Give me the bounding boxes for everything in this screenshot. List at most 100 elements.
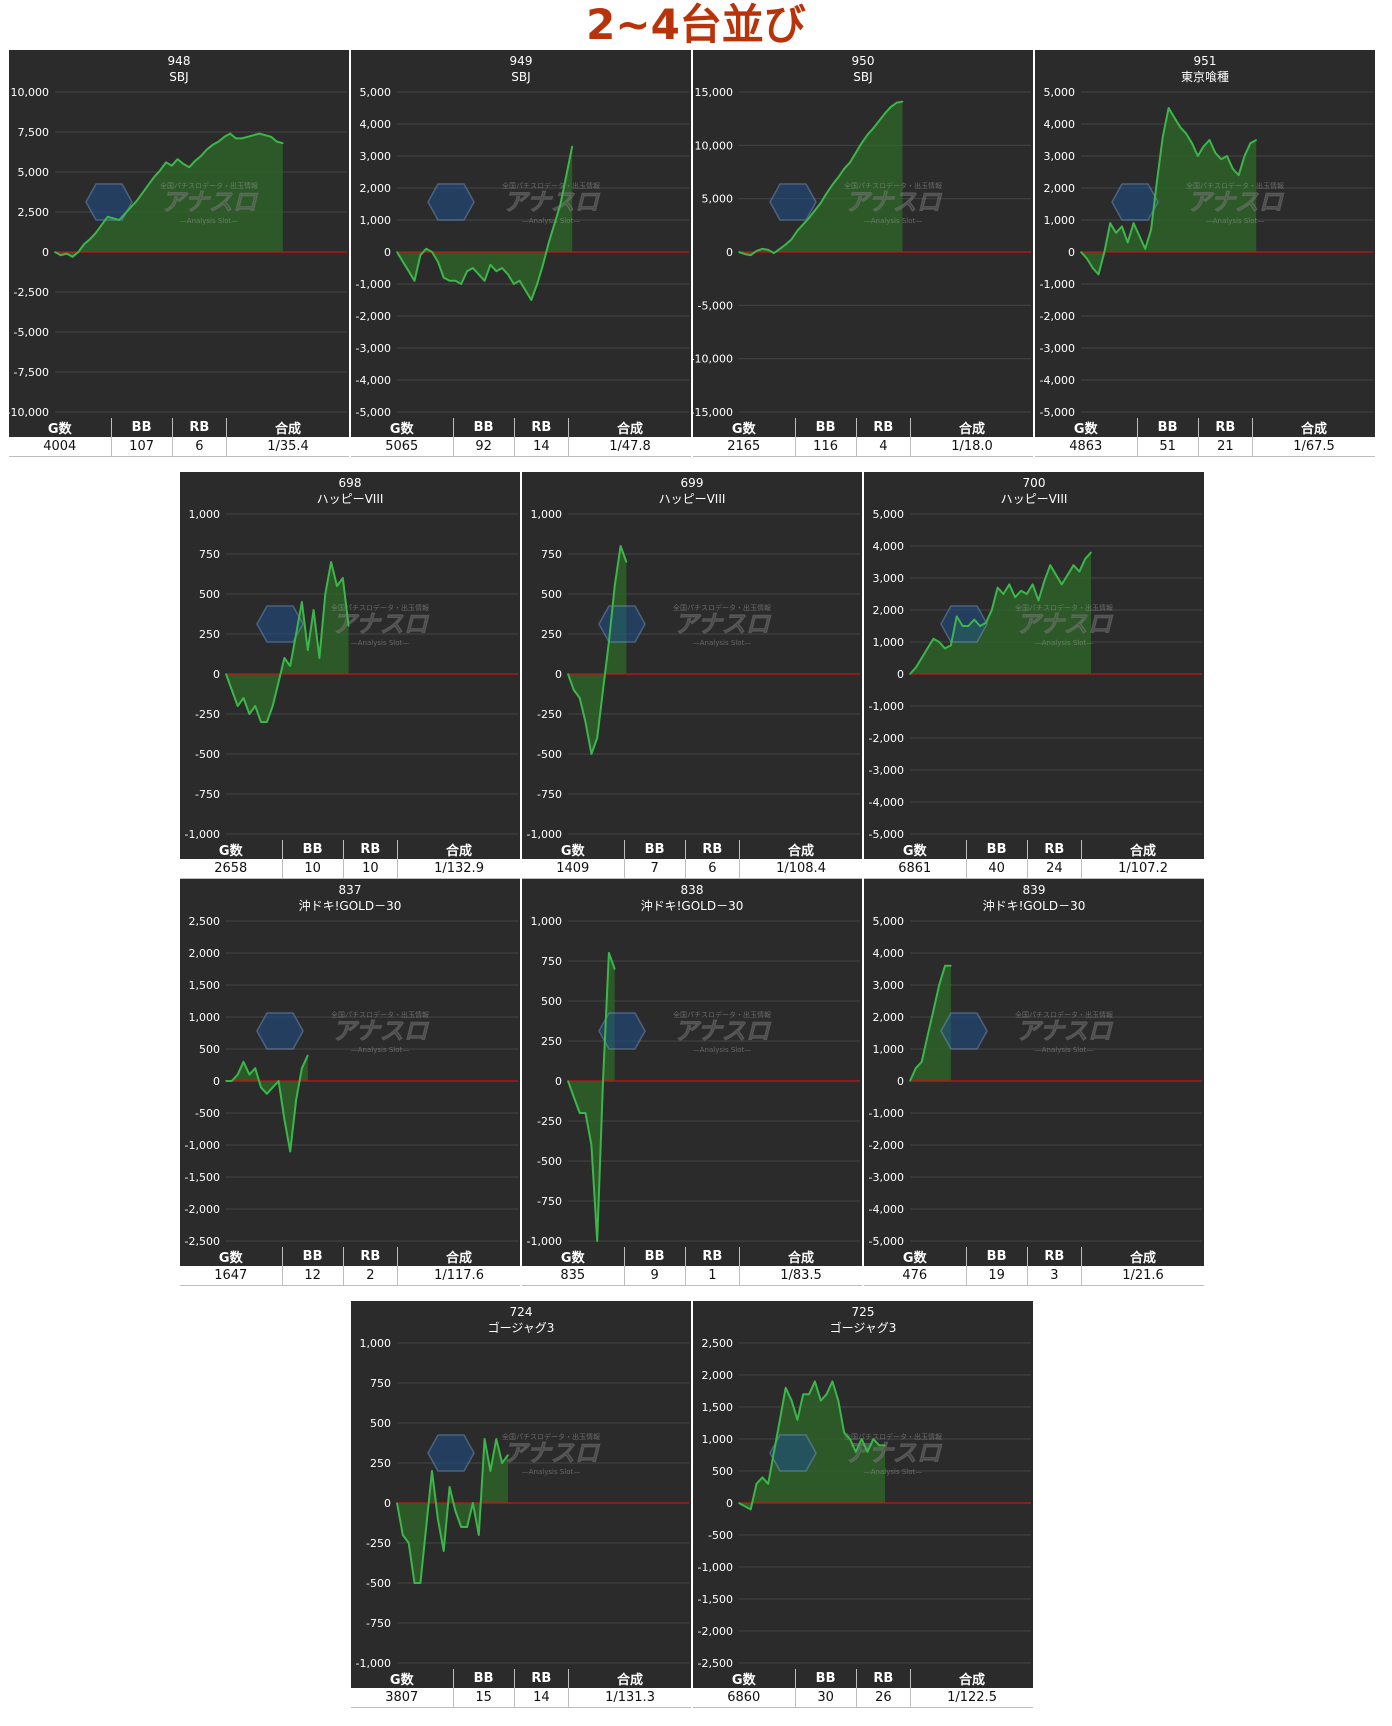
watermark-subtext: —Analysis Slot—	[1035, 1046, 1093, 1054]
chart-svg: 5,000 4,000 3,000 2,000 1,000 0 -1,000 -2,000 -3…	[351, 50, 691, 418]
data-point	[124, 212, 126, 215]
data-point	[909, 1080, 911, 1082]
y-tick-label: 5,000	[873, 508, 905, 521]
watermark-logo-icon	[1111, 183, 1159, 221]
y-tick-label: -4,000	[1040, 374, 1075, 387]
rb-value: 6	[171, 437, 227, 457]
data-point	[584, 721, 587, 723]
data-point	[460, 1526, 462, 1528]
combined-header: 合成	[1081, 1247, 1204, 1266]
series-line	[396, 1438, 509, 1584]
data-point	[944, 965, 946, 967]
y-tick-label: -2,000	[185, 1203, 220, 1216]
data-point	[1249, 142, 1252, 144]
y-tick-label: 10,000	[695, 139, 734, 152]
data-point	[270, 136, 272, 138]
data-point	[1109, 222, 1111, 224]
chart-svg: 1,000 750 500 250 0 -250 -500 -750 -1,000 699 ハッピー…	[522, 472, 862, 840]
watermark-subtext: —Analysis Slot—	[1035, 639, 1093, 647]
bb-value: 12	[281, 1266, 344, 1286]
data-point	[613, 968, 616, 970]
watermark-logo-icon	[940, 1012, 988, 1050]
data-point	[402, 1534, 404, 1536]
data-point	[991, 609, 993, 611]
rb-value: 3	[1026, 1266, 1082, 1286]
machine-number: 724	[510, 1305, 533, 1319]
watermark-tagline: 全国パチスロデータ・出玉情報	[331, 1010, 429, 1019]
data-point	[530, 299, 533, 301]
watermark: アナスロ—Analysis Slot— 全国パチスロデータ・出玉情報	[256, 1010, 430, 1054]
data-point	[1115, 232, 1117, 234]
y-tick-label: 1,500	[189, 979, 221, 992]
rb-header: RB	[855, 418, 911, 437]
stats-value-row: 1409 7 6 1/108.4	[522, 859, 862, 879]
data-point	[784, 1387, 787, 1389]
data-point	[295, 1099, 297, 1101]
data-point	[849, 161, 851, 164]
stats-value-row: 5065 92 14 1/47.8	[351, 437, 691, 457]
watermark-subtext: —Analysis Slot—	[693, 639, 751, 647]
y-tick-label: -15,000	[693, 406, 733, 418]
games-value: 4863	[1035, 437, 1137, 457]
y-tick-label: 250	[199, 628, 220, 641]
watermark-subtext: —Analysis Slot—	[1206, 217, 1264, 225]
data-point	[779, 248, 781, 250]
y-tick-label: -3,000	[1040, 342, 1075, 355]
data-point	[277, 681, 280, 683]
data-point	[260, 721, 262, 723]
data-point	[95, 232, 97, 234]
machine-model: 沖ドキ!GOLD－30	[299, 899, 402, 913]
y-tick-label: -250	[537, 1115, 562, 1128]
page-title: 2~4台並び	[586, 0, 806, 49]
data-point	[744, 253, 746, 255]
area-fill	[910, 552, 1091, 674]
data-point	[613, 585, 616, 587]
y-tick-label: -500	[366, 1577, 391, 1590]
data-point	[761, 248, 764, 250]
series-line	[909, 551, 1092, 675]
y-tick-label: 2,000	[189, 947, 221, 960]
machine-model: ゴージャグ3	[830, 1320, 897, 1335]
chart-svg: 5,000 4,000 3,000 2,000 1,000 0 -1,000 -2,000 -3…	[864, 879, 1204, 1247]
stats-header-row: G数 BB RB 合成	[9, 418, 349, 437]
machine-number: 725	[852, 1305, 875, 1319]
data-point	[495, 1438, 498, 1440]
rb-header: RB	[513, 1669, 569, 1688]
data-point	[825, 1393, 828, 1395]
stats-value-row: 835 9 1 1/83.5	[522, 1266, 862, 1286]
watermark: アナスロ—Analysis Slot— 全国パチスロデータ・出玉情報	[1111, 181, 1285, 225]
combined-header: 合成	[910, 418, 1033, 437]
data-point	[248, 713, 251, 715]
y-tick-label: 2,000	[702, 1369, 734, 1382]
y-tick-label: -500	[195, 1107, 220, 1120]
data-point	[866, 133, 869, 136]
rb-header: RB	[855, 1669, 911, 1688]
data-point	[820, 1399, 822, 1402]
chart-panel-725: 2,500 2,000 1,500 1,000 500 0 -500 -1,000 -1,500…	[693, 1301, 1033, 1710]
data-point	[225, 673, 227, 675]
y-tick-label: -3,000	[356, 342, 391, 355]
bb-header: BB	[623, 840, 686, 859]
bb-header: BB	[110, 418, 173, 437]
bb-value: 19	[965, 1266, 1028, 1286]
data-point	[831, 1380, 834, 1383]
data-point	[1031, 583, 1034, 586]
games-value: 2658	[180, 859, 282, 879]
data-point	[890, 106, 892, 108]
data-point	[961, 625, 964, 627]
y-tick-label: -5,000	[869, 1235, 904, 1247]
games-value: 835	[522, 1266, 624, 1286]
data-point	[524, 289, 527, 292]
stats-value-row: 6860 30 26 1/122.5	[693, 1688, 1033, 1708]
watermark-subtext: —Analysis Slot—	[522, 1468, 580, 1476]
machine-number: 698	[339, 476, 362, 490]
chart-panel-839: 5,000 4,000 3,000 2,000 1,000 0 -1,000 -2,000 -3…	[864, 879, 1204, 1288]
y-tick-label: -5,000	[356, 406, 391, 418]
data-point	[442, 1550, 445, 1552]
data-point	[749, 254, 752, 256]
watermark-tagline: 全国パチスロデータ・出玉情報	[1015, 603, 1113, 612]
data-point	[802, 1393, 804, 1395]
data-point	[855, 152, 857, 154]
data-point	[489, 264, 492, 266]
machine-model: ゴージャグ3	[488, 1320, 555, 1335]
